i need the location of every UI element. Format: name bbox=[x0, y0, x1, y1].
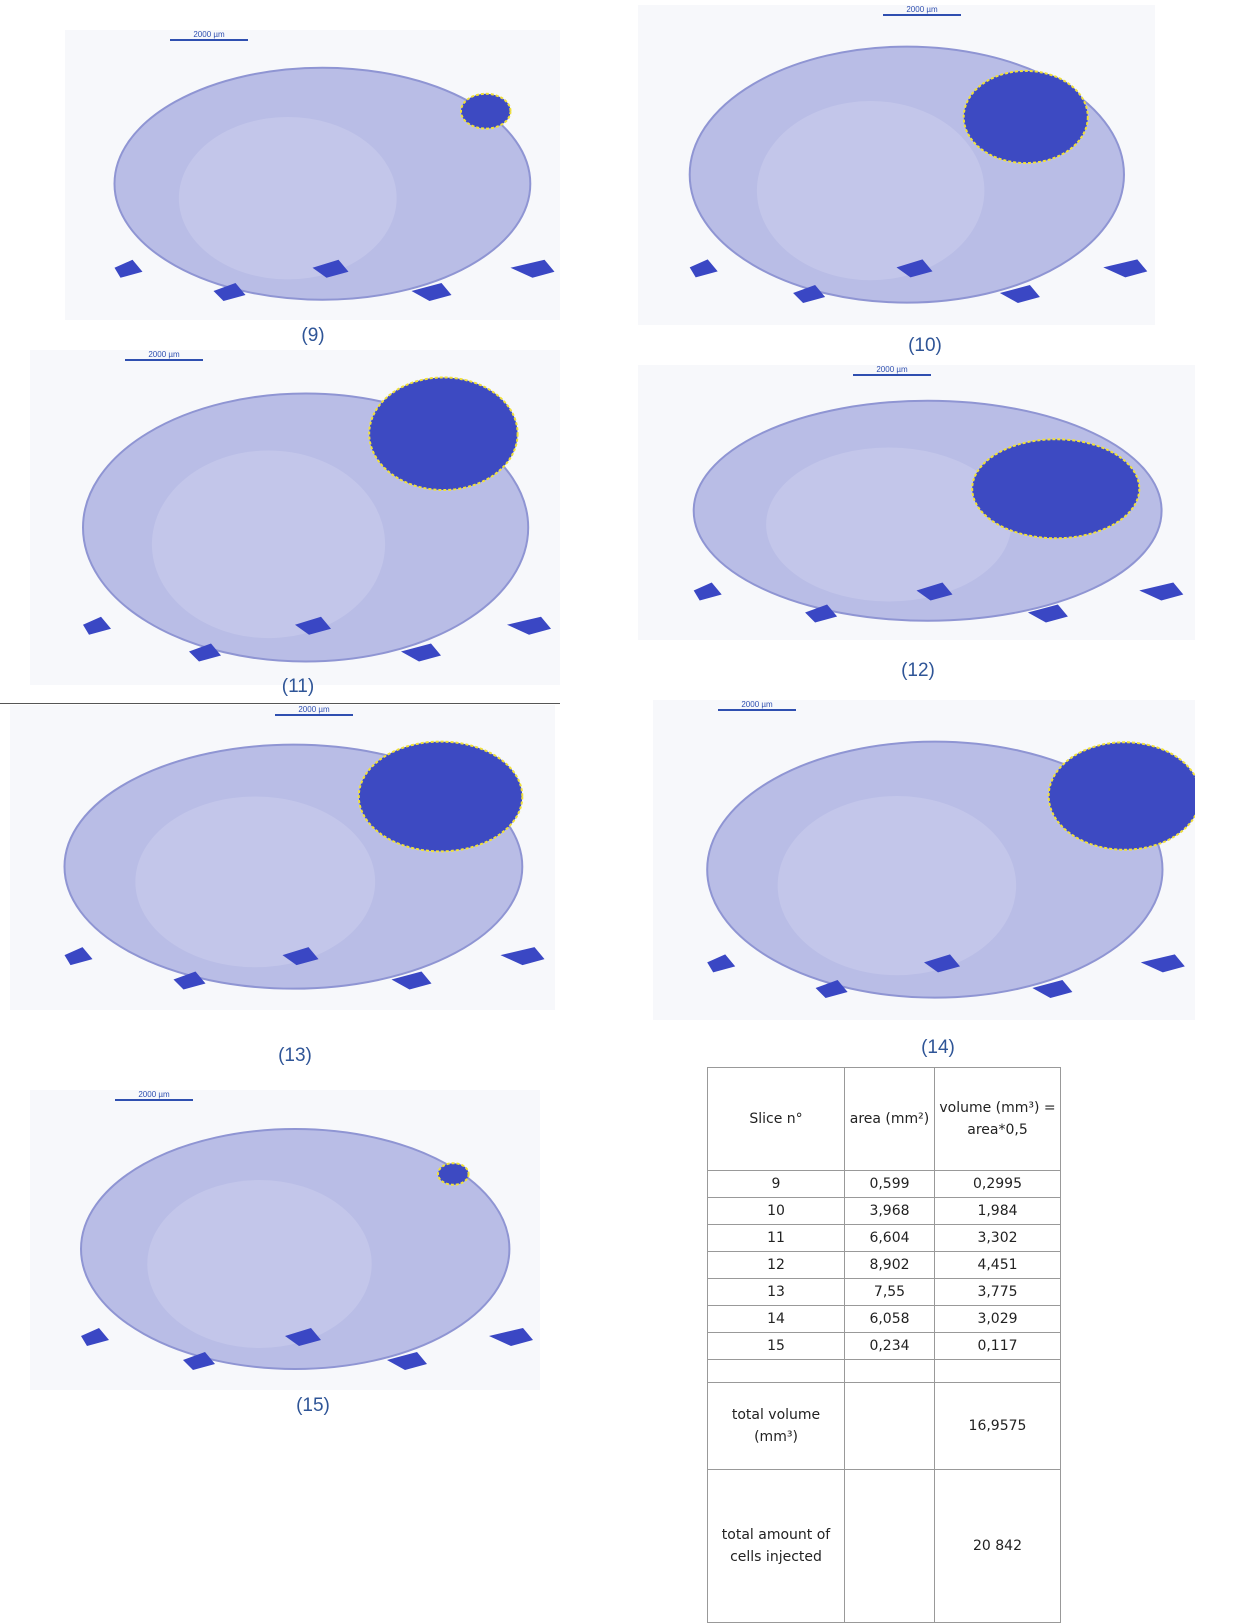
cell: 8,902 bbox=[845, 1252, 935, 1279]
caption: (14) bbox=[898, 1037, 978, 1059]
cell: 3,775 bbox=[935, 1279, 1061, 1306]
scale-bar-label: 2000 µm bbox=[741, 700, 773, 709]
cell: 4,451 bbox=[935, 1252, 1061, 1279]
header-cell: Slice n° bbox=[708, 1068, 845, 1171]
cell: 9 bbox=[708, 1171, 845, 1198]
separator bbox=[0, 703, 560, 704]
total-row: total amount of cells injected 20 842 bbox=[708, 1470, 1061, 1623]
tumor bbox=[972, 439, 1139, 538]
scale-bar-label: 2000 µm bbox=[138, 1090, 170, 1099]
caption: (11) bbox=[258, 676, 338, 698]
total-row: total volume (mm³) 16,9575 bbox=[708, 1383, 1061, 1470]
cell: 0,599 bbox=[845, 1171, 935, 1198]
total-value: 20 842 bbox=[935, 1470, 1061, 1623]
histology-image: 2000 µm bbox=[638, 365, 1195, 640]
tissue-inner bbox=[147, 1180, 371, 1348]
header-cell: volume (mm³) = area*0,5 bbox=[935, 1068, 1061, 1171]
cell: 13 bbox=[708, 1279, 845, 1306]
cell: 3,968 bbox=[845, 1198, 935, 1225]
empty-cell bbox=[708, 1360, 845, 1383]
tumor bbox=[964, 71, 1088, 163]
cell: 7,55 bbox=[845, 1279, 935, 1306]
cell: 0,234 bbox=[845, 1333, 935, 1360]
tumor bbox=[1049, 742, 1195, 850]
scale-bar-label: 2000 µm bbox=[193, 30, 225, 39]
tumor bbox=[369, 377, 517, 490]
total-label: total volume (mm³) bbox=[708, 1383, 845, 1470]
cell: 0,2995 bbox=[935, 1171, 1061, 1198]
histology-image: 2000 µm bbox=[638, 5, 1155, 325]
scale-bar-label: 2000 µm bbox=[298, 705, 330, 714]
cell: 15 bbox=[708, 1333, 845, 1360]
histology-image: 2000 µm bbox=[65, 30, 560, 320]
empty-cell bbox=[845, 1360, 935, 1383]
tissue-inner bbox=[152, 451, 385, 639]
scale-bar-label: 2000 µm bbox=[876, 365, 908, 374]
cell: 3,302 bbox=[935, 1225, 1061, 1252]
header-row: Slice n°area (mm²)volume (mm³) = area*0,… bbox=[708, 1068, 1061, 1171]
header-cell: area (mm²) bbox=[845, 1068, 935, 1171]
scale-bar-label: 2000 µm bbox=[148, 350, 180, 359]
cell: 14 bbox=[708, 1306, 845, 1333]
tumor bbox=[461, 94, 511, 129]
empty-cell bbox=[845, 1470, 935, 1623]
empty-row bbox=[708, 1360, 1061, 1383]
tissue-inner bbox=[757, 101, 984, 280]
tissue-inner bbox=[778, 796, 1016, 975]
tissue-inner bbox=[135, 797, 375, 968]
tissue-inner bbox=[179, 117, 397, 279]
histology-image: 2000 µm bbox=[30, 1090, 540, 1390]
cell: 0,117 bbox=[935, 1333, 1061, 1360]
cell: 3,029 bbox=[935, 1306, 1061, 1333]
empty-cell bbox=[935, 1360, 1061, 1383]
total-value: 16,9575 bbox=[935, 1383, 1061, 1470]
cell: 11 bbox=[708, 1225, 845, 1252]
caption: (9) bbox=[273, 325, 353, 347]
caption: (10) bbox=[885, 335, 965, 357]
tumor bbox=[438, 1163, 469, 1185]
volume-table: Slice n°area (mm²)volume (mm³) = area*0,… bbox=[707, 1067, 1061, 1623]
histology-image: 2000 µm bbox=[653, 700, 1195, 1020]
caption: (13) bbox=[255, 1045, 335, 1067]
cell: 6,058 bbox=[845, 1306, 935, 1333]
cell: 1,984 bbox=[935, 1198, 1061, 1225]
caption: (12) bbox=[878, 660, 958, 682]
tissue-inner bbox=[766, 448, 1011, 602]
page: {"panels":[ {"caption":"(9)","scale_bar"… bbox=[0, 0, 1239, 1622]
cell: 6,604 bbox=[845, 1225, 935, 1252]
histology-image: 2000 µm bbox=[30, 350, 560, 685]
tumor bbox=[359, 742, 523, 852]
caption: (15) bbox=[273, 1395, 353, 1417]
empty-cell bbox=[845, 1383, 935, 1470]
scale-bar-label: 2000 µm bbox=[906, 5, 938, 14]
total-label: total amount of cells injected bbox=[708, 1470, 845, 1623]
histology-image: 2000 µm bbox=[10, 705, 555, 1010]
cell: 10 bbox=[708, 1198, 845, 1225]
cell: 12 bbox=[708, 1252, 845, 1279]
